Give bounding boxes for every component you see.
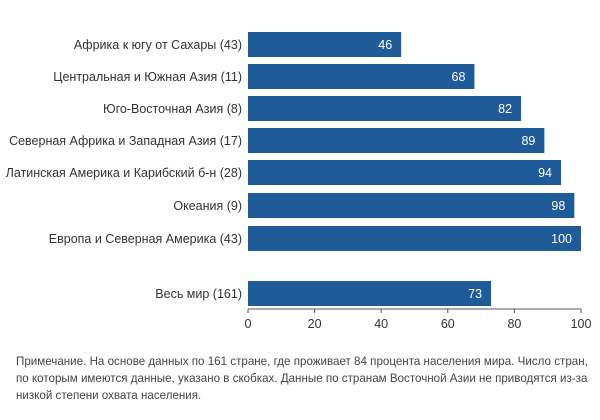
note-label: Примечание.	[16, 355, 87, 368]
bar	[248, 193, 575, 218]
bar	[248, 128, 545, 153]
category-label: Юго-Восточная Азия (8)	[103, 102, 242, 116]
category-label: Европа и Северная Америка (43)	[49, 232, 242, 246]
bar	[248, 96, 522, 121]
value-label: 68	[452, 70, 466, 84]
value-labels: 46 68 82 89 94 98 100 73	[378, 38, 572, 301]
note-text: На основе данных по 161 стране, где прож…	[16, 355, 588, 402]
category-label: Океания (9)	[173, 199, 242, 213]
bar	[248, 32, 402, 57]
value-label: 82	[498, 102, 512, 116]
bar-chart: Африка к югу от Сахары (43) Центральная и…	[6, 32, 592, 331]
bar	[248, 64, 475, 89]
bar	[248, 281, 492, 306]
bar	[248, 160, 562, 185]
category-label: Северная Африка и Западная Азия (17)	[9, 134, 242, 148]
value-label: 46	[378, 38, 392, 52]
bars-layer	[248, 32, 581, 306]
x-tick-label: 0	[245, 317, 252, 331]
value-label: 98	[551, 199, 565, 213]
value-label: 89	[521, 134, 535, 148]
category-label: Африка к югу от Сахары (43)	[74, 38, 242, 52]
value-label: 73	[468, 287, 482, 301]
bar	[248, 226, 581, 251]
x-tick-label: 40	[374, 317, 388, 331]
x-tick-label: 20	[308, 317, 322, 331]
chart-note: Примечание. На основе данных по 161 стра…	[16, 353, 592, 404]
x-tick-label: 80	[507, 317, 521, 331]
bar-chart-svg: Африка к югу от Сахары (43) Центральная и…	[6, 32, 592, 331]
x-tick-label: 100	[571, 317, 592, 331]
category-label: Весь мир (161)	[155, 287, 242, 301]
category-label: Центральная и Южная Азия (11)	[53, 70, 242, 84]
value-label: 94	[538, 166, 552, 180]
category-label: Латинская Америка и Карибский б-н (28)	[6, 166, 242, 180]
x-tick-label: 60	[441, 317, 455, 331]
x-axis: 0 20 40 60 80 100	[245, 308, 592, 331]
category-labels: Африка к югу от Сахары (43) Центральная и…	[6, 38, 242, 301]
value-label: 100	[551, 232, 572, 246]
